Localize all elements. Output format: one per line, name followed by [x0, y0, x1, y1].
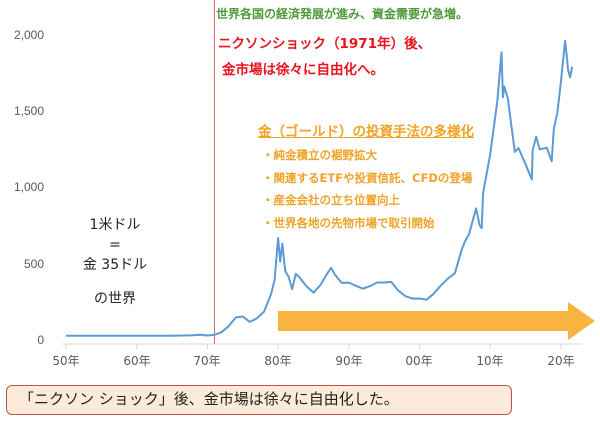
list-item: ・純金積立の裾野拡大 — [262, 148, 377, 162]
x-tick-label: 20年 — [547, 354, 575, 368]
economic-growth-annotation: 世界各国の経済発展が進み、資金需要が急増。 — [216, 7, 469, 21]
x-tick-label: 10年 — [476, 354, 504, 368]
x-tick-label: 90年 — [335, 354, 363, 368]
gold-standard-line-4: の世界 — [94, 291, 136, 307]
x-tick-label: 60年 — [123, 354, 151, 368]
y-tick-label: 1,500 — [13, 104, 44, 118]
x-tick-label: 80年 — [264, 354, 292, 368]
x-tick-label: 50年 — [52, 354, 80, 368]
nixon-shock-annotation: ニクソンショック（1971年）後、 — [218, 36, 432, 52]
summary-caption-box: 「ニクソン ショック」後、金市場は徐々に自由化した。 — [6, 385, 512, 415]
y-tick-label: 500 — [23, 257, 44, 271]
x-tick-label: 00年 — [405, 354, 433, 368]
investment-diversification-title: 金（ゴールド）の投資手法の多様化 — [258, 124, 474, 140]
list-item: ・世界各地の先物市場で取引開始 — [262, 215, 435, 230]
investment-diversification-list: ・純金積立の裾野拡大 ・関連するETFや投資信託、CFDの登場 ・産金会社の立ち… — [262, 144, 472, 234]
x-axis-tick-marks — [65, 344, 562, 349]
market-liberalization-annotation: 金市場は徐々に自由化へ。 — [222, 62, 384, 78]
list-item: ・産金会社の立ち位置向上 — [262, 193, 400, 207]
free-market-arrow — [278, 302, 595, 340]
y-tick-label: 1,000 — [13, 180, 44, 194]
gold-standard-note: 1米ドル = 金 35ドル の世界 — [70, 215, 160, 309]
gold-standard-line-2: = — [109, 237, 121, 253]
gold-price-line — [66, 39, 574, 337]
y-tick-label: 0 — [37, 333, 44, 347]
summary-caption-text: 「ニクソン ショック」後、金市場は徐々に自由化した。 — [19, 390, 399, 408]
list-item: ・関連するETFや投資信託、CFDの登場 — [262, 170, 473, 185]
gold-standard-line-1: 1米ドル — [89, 217, 141, 233]
x-tick-label: 70年 — [193, 354, 221, 368]
y-tick-label: 2,000 — [13, 28, 44, 42]
gold-standard-line-3: 金 35ドル — [82, 257, 148, 273]
